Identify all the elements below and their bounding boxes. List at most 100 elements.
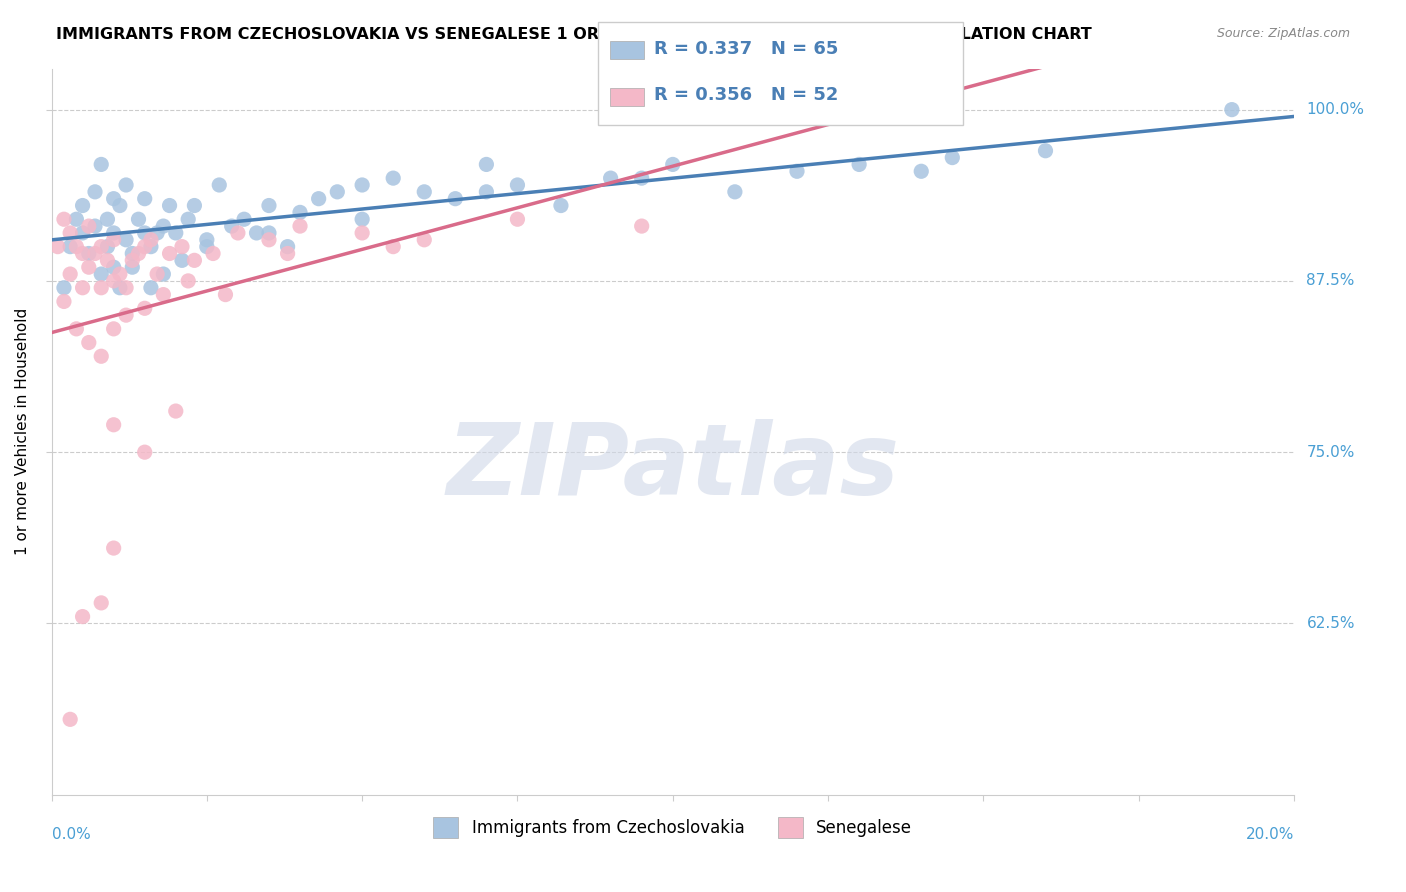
- Point: [165, 404, 187, 418]
- Point: [72, 198, 94, 212]
- Point: [108, 267, 131, 281]
- Y-axis label: 1 or more Vehicles in Household: 1 or more Vehicles in Household: [15, 308, 30, 555]
- Point: [90, 281, 112, 295]
- Point: [72, 226, 94, 240]
- Point: [139, 240, 162, 254]
- Point: [352, 178, 374, 192]
- Point: [724, 185, 747, 199]
- Point: [152, 287, 174, 301]
- Point: [786, 164, 808, 178]
- Point: [59, 267, 82, 281]
- Point: [72, 609, 94, 624]
- Point: [84, 185, 107, 199]
- Point: [96, 240, 118, 254]
- Point: [214, 287, 236, 301]
- Point: [96, 212, 118, 227]
- Point: [159, 198, 181, 212]
- Point: [413, 233, 436, 247]
- Point: [170, 240, 193, 254]
- Point: [910, 164, 932, 178]
- Point: [103, 417, 125, 432]
- Point: [46, 240, 69, 254]
- Point: [121, 246, 143, 260]
- Point: [352, 226, 374, 240]
- Point: [128, 212, 150, 227]
- Point: [139, 233, 162, 247]
- Point: [65, 322, 87, 336]
- Text: R = 0.337   N = 65: R = 0.337 N = 65: [654, 40, 838, 58]
- Point: [121, 260, 143, 275]
- Point: [444, 192, 467, 206]
- Point: [413, 185, 436, 199]
- Point: [108, 281, 131, 295]
- Point: [352, 212, 374, 227]
- Point: [1220, 103, 1243, 117]
- Text: 0.0%: 0.0%: [52, 828, 90, 842]
- Point: [103, 541, 125, 555]
- Point: [72, 246, 94, 260]
- Point: [134, 226, 156, 240]
- Text: R = 0.356   N = 52: R = 0.356 N = 52: [654, 87, 838, 104]
- Text: Source: ZipAtlas.com: Source: ZipAtlas.com: [1216, 27, 1350, 40]
- Point: [146, 226, 169, 240]
- Point: [165, 226, 187, 240]
- Text: ZIPatlas: ZIPatlas: [446, 419, 900, 516]
- Point: [134, 240, 156, 254]
- Point: [288, 219, 311, 233]
- Point: [326, 185, 349, 199]
- Point: [90, 240, 112, 254]
- Point: [103, 274, 125, 288]
- Point: [257, 198, 280, 212]
- Point: [159, 246, 181, 260]
- Point: [90, 157, 112, 171]
- Point: [77, 335, 100, 350]
- Point: [177, 274, 200, 288]
- Point: [134, 192, 156, 206]
- Point: [475, 185, 498, 199]
- Point: [103, 226, 125, 240]
- Point: [59, 240, 82, 254]
- Point: [277, 240, 299, 254]
- Point: [630, 171, 652, 186]
- Point: [121, 253, 143, 268]
- Point: [52, 294, 75, 309]
- Point: [177, 212, 200, 227]
- Point: [115, 233, 138, 247]
- Point: [506, 178, 529, 192]
- Point: [115, 308, 138, 322]
- Point: [65, 212, 87, 227]
- Point: [226, 226, 249, 240]
- Point: [115, 281, 138, 295]
- Point: [382, 240, 405, 254]
- Point: [59, 226, 82, 240]
- Text: 20.0%: 20.0%: [1246, 828, 1294, 842]
- Point: [90, 267, 112, 281]
- Point: [599, 171, 621, 186]
- Point: [139, 281, 162, 295]
- Point: [84, 246, 107, 260]
- Point: [195, 233, 218, 247]
- Point: [103, 192, 125, 206]
- Point: [195, 240, 218, 254]
- Point: [630, 219, 652, 233]
- Point: [84, 219, 107, 233]
- Point: [848, 157, 870, 171]
- Legend: Immigrants from Czechoslovakia, Senegalese: Immigrants from Czechoslovakia, Senegale…: [426, 811, 918, 845]
- Point: [661, 157, 683, 171]
- Text: 100.0%: 100.0%: [1306, 102, 1364, 117]
- Point: [506, 212, 529, 227]
- Point: [96, 253, 118, 268]
- Point: [52, 281, 75, 295]
- Point: [77, 246, 100, 260]
- Point: [941, 151, 963, 165]
- Point: [152, 219, 174, 233]
- Point: [170, 253, 193, 268]
- Point: [233, 212, 256, 227]
- Point: [183, 198, 205, 212]
- Point: [288, 205, 311, 219]
- Point: [134, 445, 156, 459]
- Point: [90, 349, 112, 363]
- Point: [103, 322, 125, 336]
- Point: [208, 178, 231, 192]
- Point: [277, 246, 299, 260]
